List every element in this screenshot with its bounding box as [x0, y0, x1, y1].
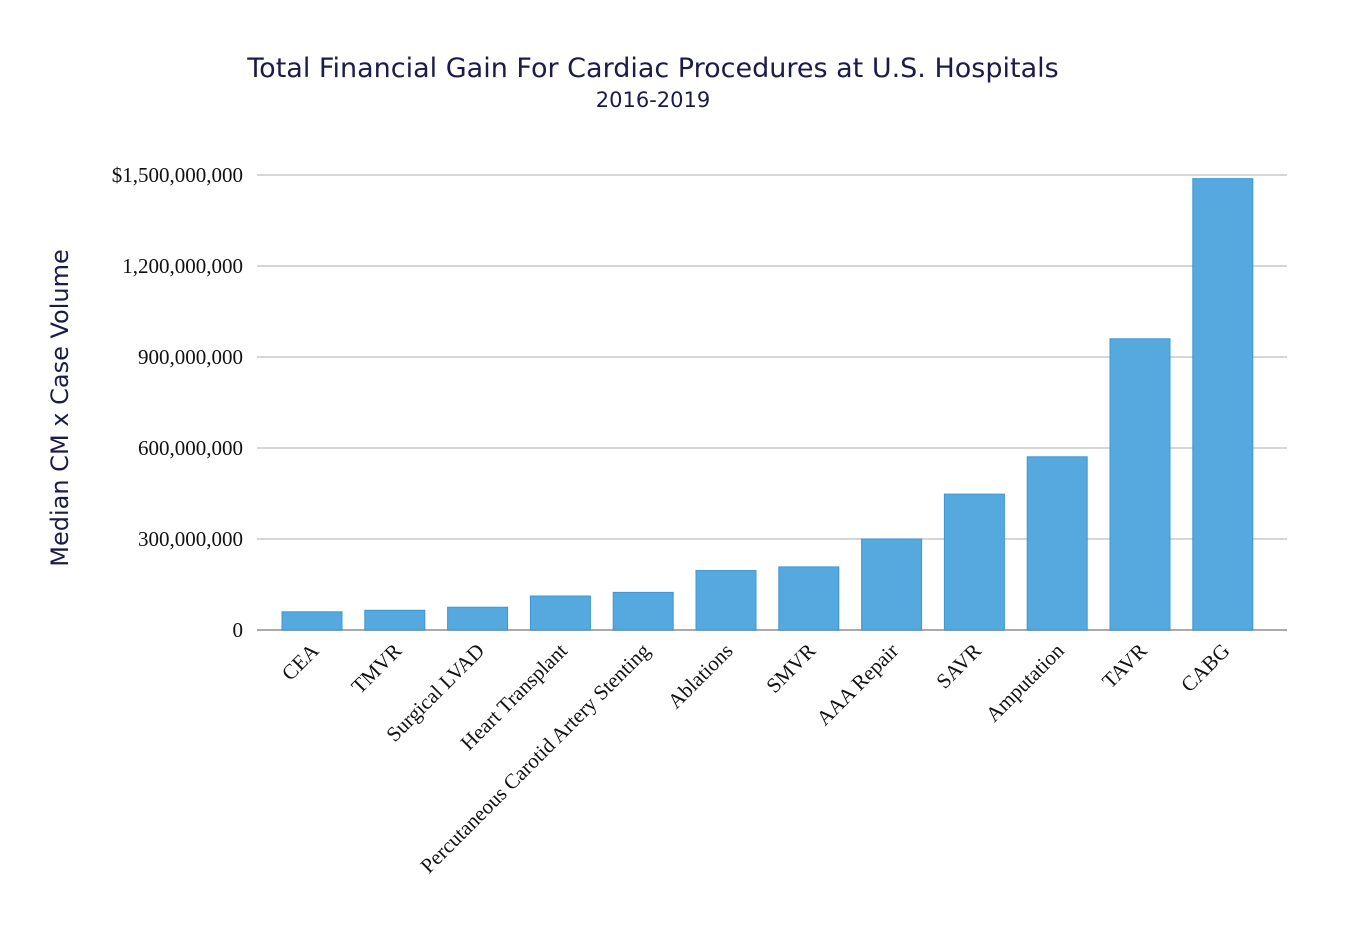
x-tick-label: TAVR [1097, 639, 1151, 693]
y-axis-label: Median CM x Case Volume [46, 249, 74, 566]
bar-cea [281, 611, 343, 631]
bar-smvr [778, 566, 840, 631]
x-tick-label: Amputation [981, 638, 1069, 726]
bar-percutaneous-carotid-artery-stenting [612, 591, 674, 631]
bars [281, 178, 1254, 631]
bar-tavr [1109, 338, 1171, 631]
bar-aaa-repair [861, 538, 923, 631]
chart-title: Total Financial Gain For Cardiac Procedu… [246, 53, 1058, 84]
y-axis-ticks: 0 300,000,000 600,000,000 900,000,000 1,200,… [112, 163, 243, 642]
bar-heart-transplant [529, 595, 591, 631]
bar-amputation [1026, 456, 1088, 631]
x-tick-label: SAVR [931, 639, 986, 694]
x-tick-label: AAA Repair [812, 639, 904, 731]
x-tick-label: SMVR [761, 639, 820, 698]
y-tick-label: 600,000,000 [138, 436, 243, 460]
bar-surgical-lvad [447, 606, 509, 631]
y-tick-label: 1,200,000,000 [122, 254, 243, 278]
chart-subtitle: 2016-2019 [596, 88, 710, 112]
x-tick-label: TMVR [346, 639, 406, 699]
y-tick-label: 300,000,000 [138, 527, 243, 551]
bar-savr [943, 493, 1005, 631]
bar-cabg [1192, 178, 1254, 631]
y-tick-label: 900,000,000 [138, 345, 243, 369]
bar-tmvr [364, 609, 426, 631]
y-tick-label: $1,500,000,000 [112, 163, 243, 187]
bar-ablations [695, 570, 757, 631]
y-tick-label: 0 [233, 618, 244, 642]
x-tick-label: Ablations [663, 639, 738, 714]
x-tick-label: CEA [277, 638, 324, 685]
x-tick-label: CABG [1176, 639, 1234, 697]
